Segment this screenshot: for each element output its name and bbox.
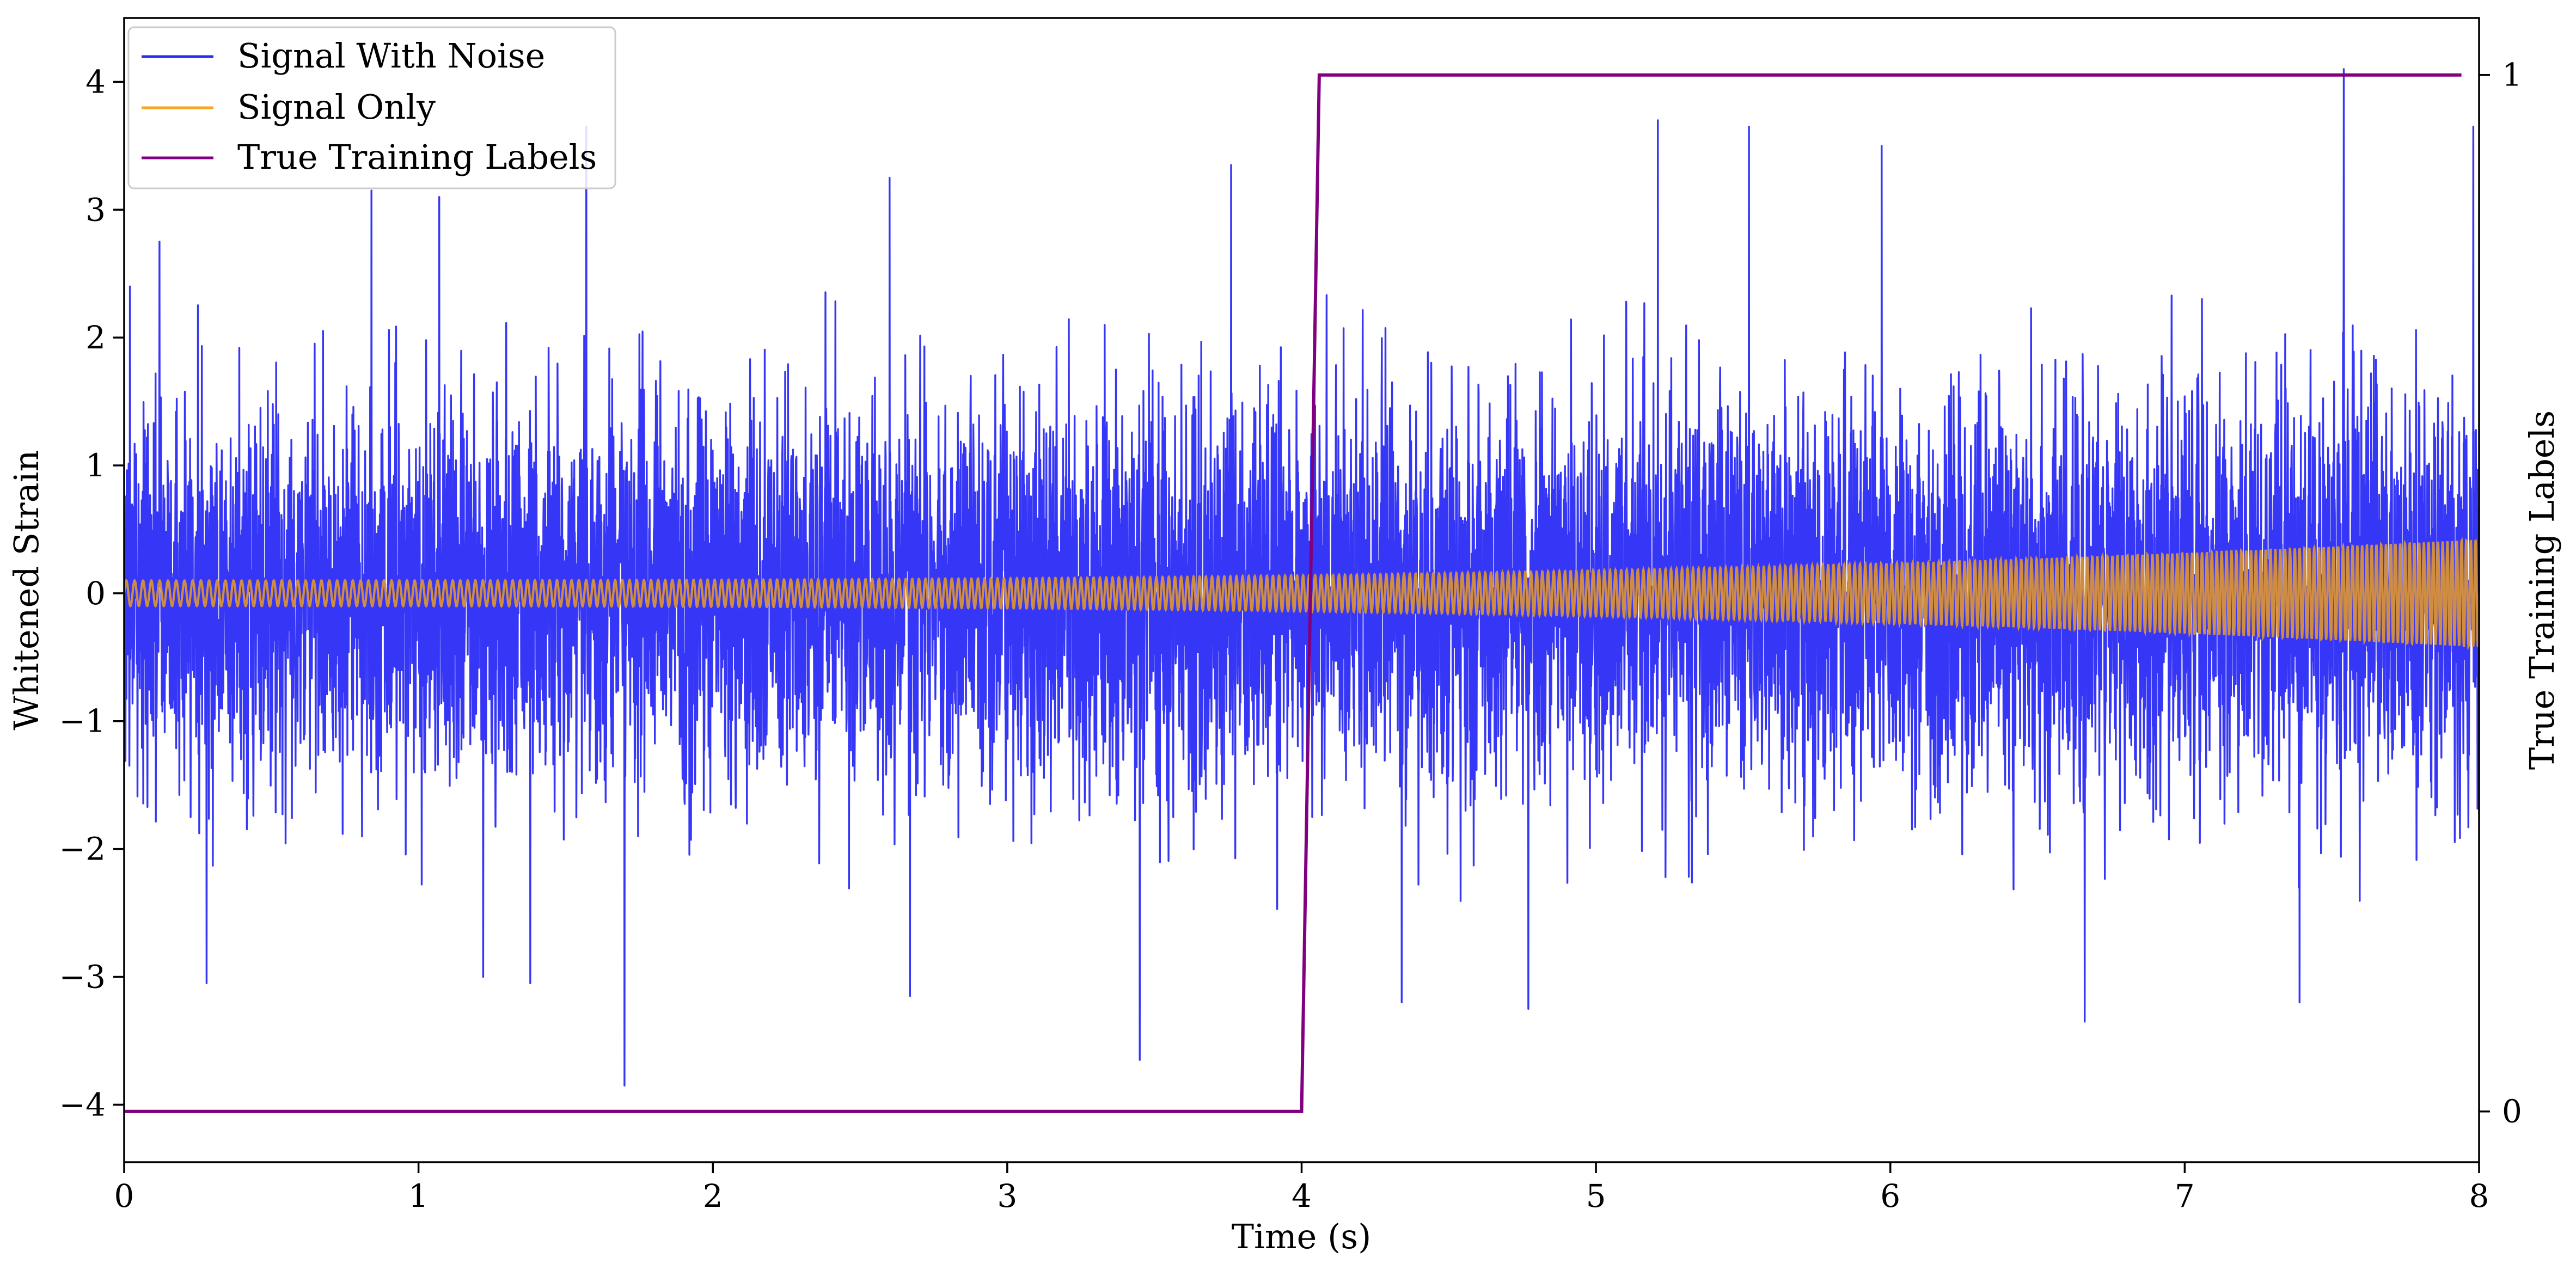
x-tick-label: 0: [114, 1177, 134, 1214]
x-axis-label: Time (s): [1232, 1217, 1372, 1256]
legend-label-signal-only: Signal Only: [237, 87, 436, 127]
y-axis-right: 01: [2479, 57, 2522, 1130]
x-tick-label: 5: [1586, 1177, 1606, 1214]
x-tick-label: 6: [1880, 1177, 1900, 1214]
series-signal-only: [124, 537, 2479, 651]
y-tick-label: −1: [59, 703, 106, 740]
plot-area: [123, 17, 2480, 1163]
x-tick-label: 4: [1292, 1177, 1312, 1214]
series-layer: [124, 68, 2479, 1113]
y-tick-label: 4: [85, 63, 106, 100]
x-tick-label: 3: [997, 1177, 1017, 1214]
y-axis-label: Whitened Strain: [7, 450, 46, 731]
y-tick-label: −2: [59, 831, 106, 868]
x-tick-label: 7: [2175, 1177, 2195, 1214]
y-tick-label: 1: [85, 447, 106, 484]
legend-box: [127, 26, 616, 189]
y-tick-label: −3: [59, 958, 106, 995]
y-tick-label: 2: [85, 319, 106, 356]
x-tick-label: 2: [703, 1177, 723, 1214]
y-axis-left: −4 −3 −2 −1 0 1 2 3 4: [59, 63, 124, 1123]
y2-tick-label: 1: [2502, 57, 2522, 94]
x-tick-label: 8: [2469, 1177, 2489, 1214]
series-true-training-labels: [124, 73, 2462, 1113]
y-tick-label: 0: [85, 575, 106, 612]
legend: Signal With Noise Signal Only True Train…: [127, 26, 616, 189]
x-axis: 0 1 2 3 4 5 6 7 8: [114, 1162, 2489, 1214]
legend-label-signal-noise: Signal With Noise: [237, 36, 545, 76]
y-tick-label: 3: [85, 191, 106, 228]
y2-axis-label: True Training Labels: [2522, 410, 2562, 770]
y-tick-label: −4: [59, 1086, 106, 1123]
legend-label-training-labels: True Training Labels: [237, 137, 597, 177]
y2-tick-label: 0: [2502, 1093, 2522, 1130]
x-tick-label: 1: [408, 1177, 429, 1214]
